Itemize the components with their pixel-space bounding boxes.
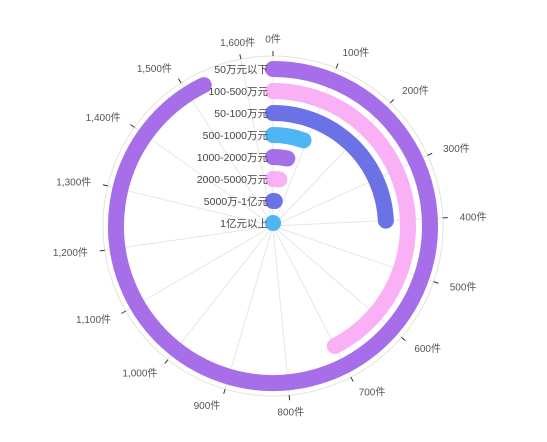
bar-0[interactable] [108,61,438,391]
tick-label: 1,200件 [53,247,88,259]
radial-grid-line [180,82,274,227]
tick-label: 800件 [277,407,304,419]
radial-grid-line [167,225,274,360]
radial-grid-line [272,225,290,396]
tick-label: 200件 [402,85,429,97]
category-label: 1000-2000万元 [197,152,269,164]
tick-label: 500件 [450,282,477,294]
radial-grid-line [125,225,274,312]
bar-3[interactable] [265,127,312,149]
radial-grid-line [134,126,274,227]
axis-tick [99,249,105,252]
radial-grid-line [224,225,274,390]
tick-label: 1,300件 [56,176,91,188]
axis-tick [102,184,108,187]
category-label-layer: 50万元以下 100-500万元 50-100万元 500-1000万元 1000-20… [197,64,269,230]
radial-grid-line [107,185,274,227]
bar-2[interactable] [265,105,394,229]
tick-label: 1,400件 [86,112,121,124]
bar-1[interactable] [265,83,416,354]
category-label: 1亿元以上 [220,217,268,230]
radial-grid-line [272,217,443,227]
axis-tick [239,54,242,60]
axis-tick [401,336,406,341]
category-label: 5000万-1亿元 [204,195,269,208]
tick-label: 1,000件 [122,367,157,379]
category-label: 500-1000万元 [203,130,269,142]
bar-4[interactable] [265,149,296,167]
axis-tick [177,78,182,84]
axis-tick [223,388,226,395]
category-label: 2000-5000万元 [197,174,269,186]
tick-label: 1,100件 [76,314,111,326]
tick-label: 100件 [343,47,370,59]
axis-tick [389,99,395,104]
tick-label: 700件 [359,387,386,399]
tick-label: 400件 [460,212,487,224]
tick-label: 1,500件 [137,63,172,75]
tick-label: 1,600件 [220,37,255,49]
radial-grid-line [104,225,274,251]
axis-tick [164,359,169,364]
category-label: 50万元以下 [214,64,268,76]
axis-tick [433,281,439,284]
axis-tick [335,63,339,69]
axis-tick [130,124,135,128]
radial-grid-line [272,225,402,338]
tick-label: 300件 [443,143,470,155]
axis-tick [350,376,354,382]
category-label: 100-500万元 [208,86,268,98]
tick-layer: 0件 100件 200件 300件 400件 500件 600件 700件 800件 900件 1,… [53,34,487,419]
axis-tick [121,310,127,314]
category-label: 50-100万元 [214,108,268,120]
tick-label: 900件 [194,400,221,412]
tick-label: 0件 [265,34,281,46]
tick-label: 600件 [414,343,441,355]
axis-tick [427,152,433,156]
bar-layer [108,61,438,391]
